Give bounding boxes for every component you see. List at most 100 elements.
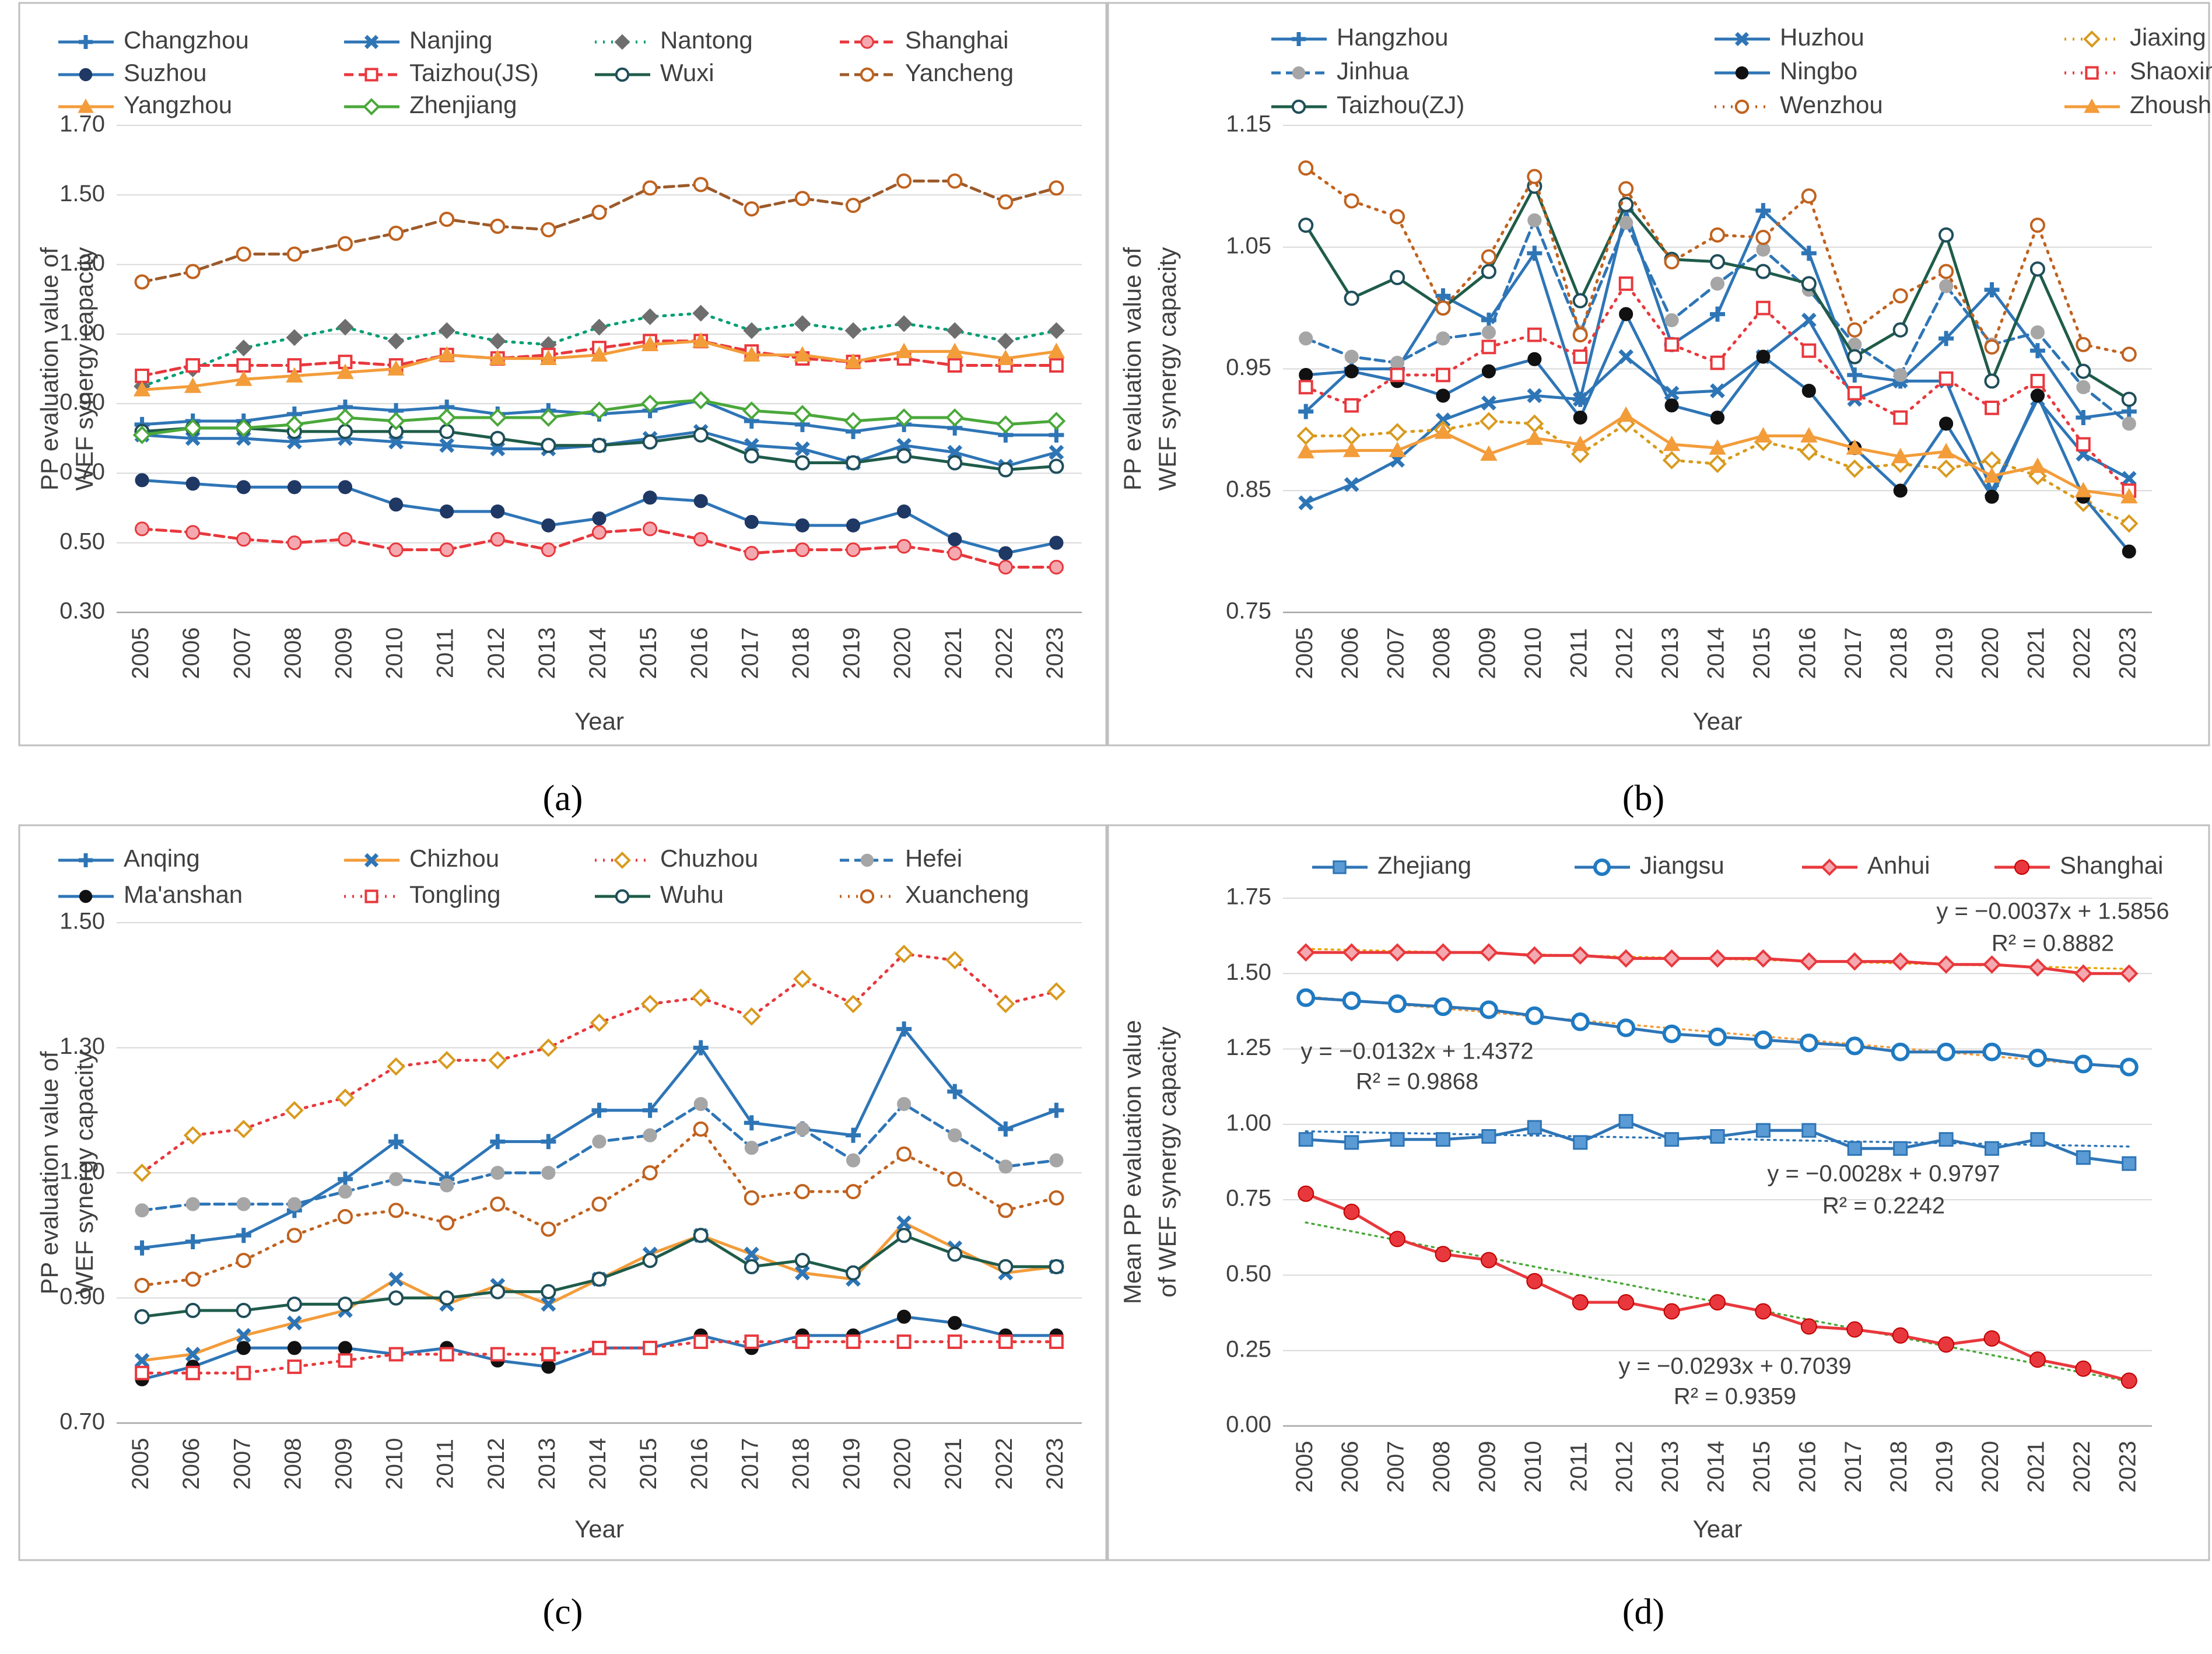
data-point	[1049, 559, 1064, 575]
data-point	[440, 1178, 454, 1193]
data-point	[692, 332, 710, 348]
x-tick-label: 2015	[1749, 628, 1775, 679]
data-point	[185, 358, 201, 373]
y-tick-label: 0.50	[1226, 1261, 1271, 1287]
legend-label: Zhejiang	[1377, 851, 1471, 879]
data-point	[2119, 514, 2139, 533]
x-tick-label: 2013	[1657, 1441, 1683, 1493]
data-point	[440, 504, 454, 519]
legend-label: Shanghai	[905, 26, 1009, 54]
data-point	[236, 480, 251, 495]
data-point	[539, 408, 558, 427]
data-point	[1982, 955, 2001, 974]
series-nantong	[134, 304, 1065, 395]
data-point	[896, 448, 912, 464]
legend-item: Tongling	[344, 881, 500, 908]
y-axis-title-line1: PP evaluation value of	[1119, 247, 1146, 491]
x-tick-label: 2010	[1520, 1441, 1546, 1493]
data-point	[1937, 1042, 1956, 1061]
data-point	[1571, 1012, 1590, 1032]
data-point	[591, 1196, 607, 1212]
trend-equation: y = −0.0037x + 1.5856	[1936, 899, 2169, 924]
data-point	[947, 1246, 963, 1262]
y-tick-label: 1.25	[1226, 1035, 1271, 1060]
legend-marker	[364, 34, 379, 50]
data-point	[541, 1347, 556, 1362]
data-point	[1433, 997, 1453, 1017]
legend-marker	[1292, 66, 1306, 80]
data-point	[591, 1102, 607, 1118]
data-point	[1436, 367, 1450, 383]
data-point	[488, 408, 507, 427]
data-point	[541, 437, 556, 453]
data-point	[1847, 1141, 1862, 1156]
x-tick-label: 2006	[1337, 1441, 1363, 1493]
x-tick-label: 2012	[483, 1438, 509, 1490]
data-point	[1801, 276, 1817, 292]
legend-marker	[1291, 99, 1306, 114]
y-tick-label: 0.70	[59, 1409, 105, 1435]
data-point	[1617, 949, 1635, 968]
data-point	[1296, 943, 1316, 962]
data-point	[795, 518, 809, 532]
x-tick-label: 2007	[1383, 1441, 1409, 1493]
legend-item: Chuzhou	[595, 844, 758, 872]
x-tick-label: 2023	[1042, 1438, 1068, 1490]
data-point	[896, 1215, 912, 1231]
data-point	[439, 1347, 454, 1362]
data-point	[541, 1221, 556, 1237]
legend-item: Zhenjiang	[344, 91, 517, 118]
data-point	[1801, 343, 1817, 358]
data-point	[794, 315, 811, 332]
legend-label: Taizhou(JS)	[409, 59, 539, 86]
x-tick-label: 2021	[941, 1438, 966, 1490]
y-tick-label: 1.00	[1226, 1110, 1271, 1136]
x-tick-label: 2022	[2069, 1441, 2095, 1493]
x-tick-label: 2009	[331, 1438, 357, 1490]
data-point	[1755, 1303, 1772, 1320]
data-point	[846, 1334, 861, 1349]
x-tick-label: 2005	[128, 1438, 153, 1490]
data-point	[795, 1122, 809, 1136]
x-tick-label: 2020	[890, 1438, 916, 1490]
data-point	[744, 201, 759, 217]
data-point	[337, 236, 353, 251]
data-point	[541, 1165, 556, 1180]
legend-item: Yancheng	[840, 59, 1014, 86]
data-point	[1047, 342, 1065, 359]
data-point	[389, 497, 404, 512]
data-point	[592, 511, 607, 526]
data-point	[132, 1164, 152, 1182]
data-point	[643, 1340, 658, 1355]
data-point	[235, 370, 253, 386]
data-point	[437, 1051, 457, 1070]
data-point	[1984, 1141, 2000, 1156]
y-tick-label: 0.95	[1226, 355, 1271, 380]
data-point	[338, 480, 353, 495]
data-point	[1983, 1330, 2000, 1347]
legend-marker	[79, 35, 93, 49]
x-tick-label: 2021	[941, 628, 966, 679]
legend-label: Ma'anshan	[124, 881, 243, 908]
data-point	[1481, 325, 1496, 339]
data-point	[1619, 215, 1633, 230]
legend-label: Yancheng	[905, 59, 1014, 86]
x-tick-label: 2006	[178, 628, 204, 679]
data-point	[1755, 203, 1771, 219]
data-point	[1572, 327, 1588, 343]
data-point	[1800, 442, 1818, 461]
data-point	[388, 1347, 404, 1362]
legend-label: Anqing	[124, 844, 200, 872]
data-point	[2030, 388, 2045, 403]
data-point	[1298, 404, 1314, 419]
data-point	[1800, 427, 1818, 443]
legend: Changzhou Nanjing Nantong Shanghai Suzhou Tai…	[58, 26, 1014, 118]
x-tick-label: 2010	[1520, 628, 1546, 679]
data-point	[795, 441, 810, 457]
data-point	[1937, 955, 1955, 974]
legend-marker	[1734, 99, 1750, 114]
data-point	[1048, 322, 1065, 339]
data-point	[1572, 391, 1588, 407]
data-point	[2030, 325, 2045, 339]
data-point	[1984, 373, 2000, 389]
